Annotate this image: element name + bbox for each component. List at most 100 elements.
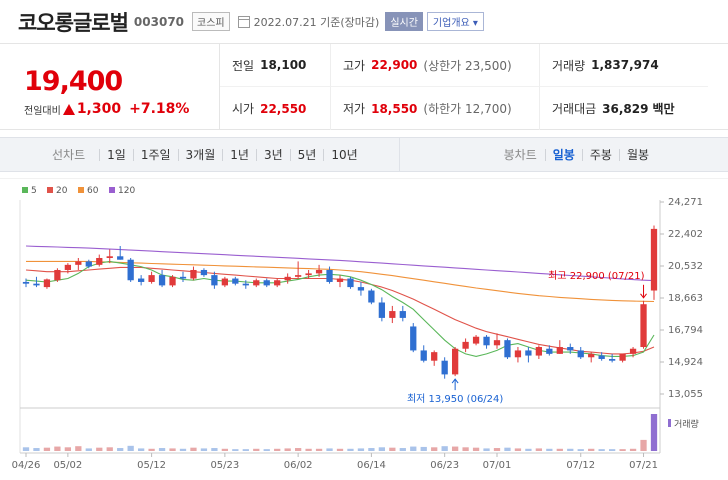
line-tab-5[interactable]: 5년	[289, 148, 324, 161]
volume-bar	[504, 447, 511, 451]
candle-body	[431, 352, 438, 361]
candle-body	[378, 302, 386, 318]
volume-bar	[514, 448, 522, 451]
lower-limit: (하한가 12,700)	[423, 102, 512, 116]
candle-body	[389, 311, 396, 318]
volume-bar	[85, 448, 92, 451]
volume-bar	[232, 449, 239, 451]
high-label: 고가	[343, 58, 366, 73]
candle-body	[64, 264, 72, 270]
candle-body	[598, 355, 605, 359]
candle-body	[504, 340, 511, 358]
candle-body	[190, 269, 197, 279]
volume-bar	[326, 448, 333, 451]
volume-bar	[493, 448, 501, 451]
candle-body	[535, 347, 543, 356]
quote-panel: 19,400 전일대비 1,300 +7.18% 전일 18,100 고가 22,9…	[0, 44, 728, 130]
candle-body	[619, 353, 626, 361]
candle-body	[514, 350, 522, 358]
volume-bar	[483, 448, 490, 451]
volume-label: 거래량	[552, 58, 586, 73]
volume-bar	[451, 446, 459, 451]
volume-bar	[650, 414, 658, 451]
y-tick-label: 14,924	[668, 357, 703, 368]
line-tab-2[interactable]: 3개월	[177, 148, 223, 161]
open-label: 시가	[232, 102, 255, 116]
line-tab-1[interactable]: 1주일	[132, 148, 178, 161]
high-annotation: 최고 22,900 (07/21)	[548, 270, 644, 282]
candle-body	[493, 340, 501, 346]
company-info-dropdown[interactable]: 기업개요 ▾	[426, 12, 484, 31]
stock-chart[interactable]: 5 20 60 120 24,271 22,402 20,532 18,663 16,794 14…	[0, 177, 728, 477]
line-tab-4[interactable]: 3년	[255, 148, 290, 161]
candle-body	[483, 336, 490, 346]
quote-grid: 전일 18,100 고가 22,900 (상한가 23,500) 거래량 1,837,9…	[220, 44, 728, 130]
candle-body	[137, 278, 145, 282]
volume-bar	[357, 448, 365, 451]
volume-bar	[347, 448, 354, 451]
candle-body	[274, 280, 281, 286]
open-cell: 시가 22,550	[220, 87, 331, 130]
candlestick-chart-svg[interactable]: 5 20 60 120 24,271 22,402 20,532 18,663 16,794 14…	[0, 177, 728, 477]
candle-tab-2[interactable]: 월봉	[618, 148, 656, 161]
candle-body	[179, 276, 187, 279]
high-cell: 고가 22,900 (상한가 23,500)	[331, 44, 540, 87]
current-price: 19,400	[24, 66, 123, 97]
up-triangle-icon	[62, 103, 75, 115]
candle-tab-1[interactable]: 주봉	[581, 148, 619, 161]
volume-bar	[200, 448, 208, 451]
candle-body	[410, 326, 417, 351]
volume-bar	[567, 448, 574, 451]
x-tick-label: 04/26	[12, 460, 41, 471]
line-tab-3[interactable]: 1년	[222, 148, 256, 161]
candle-body	[169, 276, 176, 286]
realtime-button[interactable]: 실시간	[385, 12, 423, 31]
candle-body	[117, 256, 124, 260]
volume-bar	[399, 448, 406, 451]
current-price-box: 19,400 전일대비 1,300 +7.18%	[0, 44, 220, 129]
candle-tab-0[interactable]: 일봉	[544, 148, 582, 161]
volume-bar	[462, 447, 469, 451]
volume-bar	[274, 448, 281, 451]
candle-body	[556, 347, 563, 354]
prev-close-cell: 전일 18,100	[220, 44, 331, 87]
ma120-line	[25, 245, 655, 282]
y-tick-label: 24,271	[668, 197, 703, 208]
volume-bar	[106, 447, 113, 451]
volume-bar	[179, 448, 187, 451]
candle-body	[315, 269, 323, 274]
y-tick-label: 18,663	[668, 293, 703, 304]
legend-swatch-ma5	[22, 187, 28, 193]
volume-bar	[137, 448, 145, 451]
volume-bar	[169, 448, 176, 451]
high-value: 22,900	[371, 58, 418, 72]
line-tab-0[interactable]: 1일	[99, 148, 133, 161]
stock-name: 코오롱글로벌	[18, 10, 129, 35]
legend-label-ma120: 120	[118, 186, 135, 196]
volume-bar	[389, 447, 396, 451]
legend-swatch-ma20	[47, 187, 53, 193]
change-percent: +7.18%	[129, 101, 190, 117]
x-tick-label: 07/21	[629, 460, 658, 471]
candle-body	[148, 275, 155, 282]
candle-body	[347, 278, 354, 288]
candle-body	[420, 350, 427, 361]
candle-chart-title: 봉차트	[503, 148, 537, 162]
volume-bar	[96, 447, 103, 451]
volume-bar	[535, 448, 543, 451]
x-tick-label: 07/12	[566, 460, 595, 471]
x-tick-label: 06/14	[357, 460, 386, 471]
volume-bar	[336, 448, 344, 451]
high-arrow-head	[640, 293, 647, 299]
candle-body	[33, 283, 40, 286]
candle-body	[399, 311, 406, 318]
change-row: 전일대비 1,300 +7.18%	[24, 101, 219, 117]
volume-value: 1,837,974	[591, 58, 659, 72]
line-tab-6[interactable]: 10년	[323, 148, 364, 161]
x-tick-label: 05/23	[210, 460, 239, 471]
volume-bar	[64, 447, 72, 451]
volume-bar	[221, 448, 229, 451]
candle-body	[368, 290, 375, 303]
volume-legend-swatch	[668, 419, 671, 427]
legend-swatch-ma120	[109, 187, 115, 193]
